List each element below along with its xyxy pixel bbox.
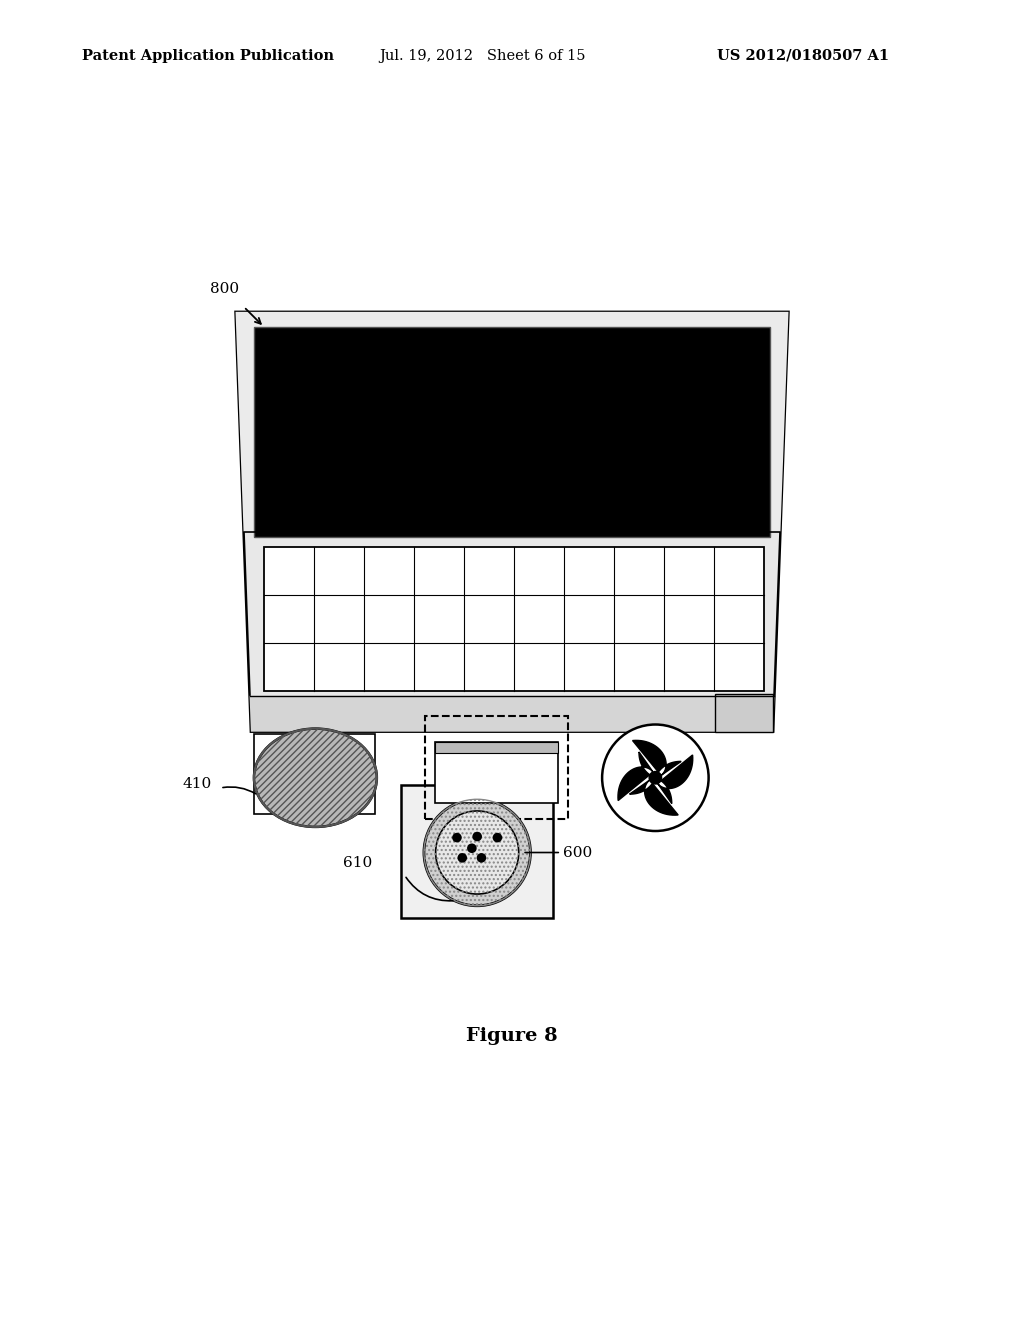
Polygon shape [657, 755, 693, 804]
Polygon shape [236, 312, 788, 532]
Polygon shape [250, 696, 774, 731]
Text: US 2012/0180507 A1: US 2012/0180507 A1 [717, 49, 889, 63]
Text: 600: 600 [563, 846, 593, 859]
Bar [264, 548, 764, 690]
Bar [254, 327, 770, 537]
Circle shape [476, 853, 486, 863]
Text: Patent Application Publication: Patent Application Publication [82, 49, 334, 63]
Text: Figure 8: Figure 8 [466, 1027, 558, 1045]
Circle shape [458, 853, 467, 863]
Bar [715, 694, 773, 731]
Text: Jul. 19, 2012   Sheet 6 of 15: Jul. 19, 2012 Sheet 6 of 15 [379, 49, 586, 63]
Circle shape [493, 833, 502, 842]
Bar [254, 734, 375, 813]
Circle shape [453, 833, 462, 842]
Bar [425, 717, 568, 818]
Circle shape [602, 725, 709, 832]
Bar [401, 785, 553, 917]
Circle shape [424, 800, 530, 906]
Polygon shape [617, 752, 653, 800]
Polygon shape [630, 780, 678, 816]
Text: 800: 800 [210, 282, 239, 297]
Bar [435, 742, 558, 752]
Bar [435, 742, 558, 804]
Circle shape [648, 771, 663, 784]
Text: 610: 610 [343, 855, 373, 870]
Text: 410: 410 [182, 777, 212, 791]
Polygon shape [633, 741, 681, 775]
Ellipse shape [254, 729, 377, 826]
Polygon shape [236, 312, 788, 731]
Circle shape [435, 810, 519, 894]
Circle shape [467, 843, 476, 853]
Circle shape [472, 832, 482, 841]
